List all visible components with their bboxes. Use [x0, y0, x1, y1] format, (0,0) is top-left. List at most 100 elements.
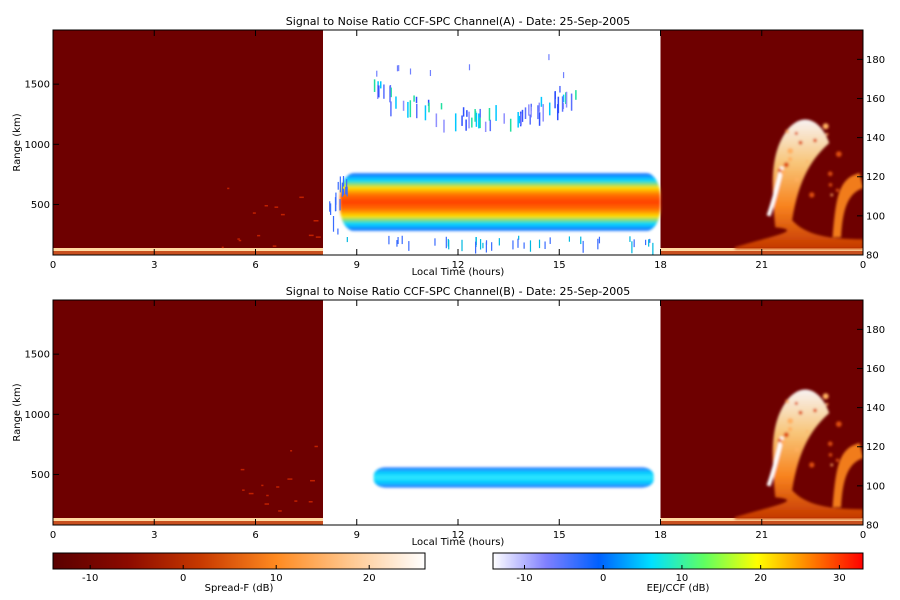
plume-speckle — [813, 138, 817, 143]
plume-speckle — [798, 410, 803, 415]
upper-echo-streak — [376, 70, 378, 77]
colorbar-tick-label: -10 — [516, 573, 532, 584]
upper-echo-streak — [479, 117, 481, 129]
plume-speckle — [794, 177, 800, 182]
echo-streak — [512, 240, 514, 250]
speckle — [310, 479, 315, 482]
speckle — [227, 187, 230, 190]
clutter-line — [53, 521, 323, 525]
colorbar-tick-label: 0 — [600, 573, 606, 584]
plume-speckle — [777, 438, 782, 443]
speckle — [299, 196, 304, 199]
upper-echo-streak — [396, 65, 399, 72]
upper-echo-streak — [398, 65, 400, 72]
upper-echo-streak — [562, 72, 565, 79]
upper-echo-streak — [495, 105, 497, 121]
echo-streak — [337, 181, 339, 190]
echo-streak — [341, 182, 343, 197]
colorbar-gradient — [52, 552, 426, 570]
upper-echo-streak — [461, 115, 463, 126]
upper-echo-streak — [565, 91, 568, 108]
echo-streak — [339, 176, 341, 193]
echo-streak — [479, 239, 482, 250]
colorbar-tick-label: 10 — [270, 573, 283, 584]
upper-echo-streak — [389, 86, 391, 103]
plume — [734, 119, 863, 250]
echo-streak — [517, 238, 519, 248]
x-tick-label: 3 — [151, 530, 157, 541]
upper-echo-streak — [383, 84, 385, 99]
colorbar-tick-label: 20 — [363, 573, 376, 584]
echo-streak — [645, 239, 647, 246]
x-tick-label: 9 — [354, 260, 360, 271]
x-tick-label: 21 — [755, 530, 768, 541]
echo-streak — [397, 237, 399, 245]
plume-speckle — [798, 140, 803, 145]
upper-echo-streak — [462, 107, 465, 117]
speckle — [290, 450, 293, 452]
upper-echo-streak — [557, 96, 560, 114]
plume-body — [734, 389, 863, 520]
echo-streak — [346, 236, 348, 243]
speckle — [308, 501, 313, 503]
plume-speckle — [794, 131, 798, 136]
x-tick-label: 21 — [755, 260, 768, 271]
plot-area — [53, 300, 863, 525]
colorbar-tick-label: 0 — [180, 573, 186, 584]
speckle — [315, 236, 321, 238]
echo-streak — [549, 237, 551, 244]
right-y-tick-label: 120 — [866, 442, 885, 453]
y-tick-label: 500 — [31, 470, 50, 481]
panel-channel-b: 0 3 6 9 12 15 18 21 0 500 1000 1500 80 100 120 140 160 18… — [12, 285, 885, 548]
echo-streak — [582, 240, 584, 253]
right-y-tick-label: 100 — [866, 481, 885, 492]
upper-echo-streak — [548, 54, 550, 61]
speckle — [264, 503, 270, 505]
echo-streak — [401, 235, 403, 245]
plume-speckle — [825, 132, 829, 136]
echo-streak — [332, 216, 335, 232]
x-tick-label: 0 — [50, 530, 56, 541]
speckle — [287, 478, 293, 480]
chart-title: Signal to Noise Ratio CCF-SPC Channel(A)… — [286, 15, 630, 28]
speckle — [276, 486, 280, 488]
speckle — [237, 238, 240, 240]
plume-speckle — [787, 147, 794, 154]
plot-area — [53, 30, 863, 255]
echo-streak — [329, 201, 331, 212]
upper-echo-streak — [475, 112, 478, 127]
echo-streak — [518, 235, 520, 240]
speckle — [257, 234, 261, 237]
upper-echo-streak — [517, 112, 519, 128]
upper-echo-streak — [561, 96, 564, 112]
upper-echo-streak — [518, 115, 521, 124]
region-spread-f — [660, 300, 863, 525]
echo-streak — [529, 240, 532, 252]
plume-speckle — [794, 401, 798, 406]
clutter-line — [53, 251, 323, 255]
speckle — [266, 494, 269, 497]
plume-speckle — [787, 426, 793, 432]
plume-speckle — [809, 192, 815, 198]
echo-band — [373, 467, 654, 488]
echo-streak — [482, 242, 484, 249]
speckle — [278, 510, 282, 512]
right-y-tick-label: 80 — [866, 521, 879, 532]
upper-echo-streak — [376, 84, 379, 99]
colorbar-eej-ccf: -10 0 10 20 30 EEJ/CCF (dB) — [492, 552, 864, 594]
x-axis-label: Local Time (hours) — [412, 537, 505, 548]
right-y-tick-label: 160 — [866, 364, 885, 375]
speckle — [252, 212, 256, 214]
x-axis-label: Local Time (hours) — [412, 267, 505, 278]
echo-streak — [523, 242, 525, 249]
y-tick-label: 1000 — [25, 140, 50, 151]
upper-echo-streak — [565, 92, 567, 105]
x-tick-label: 15 — [553, 530, 566, 541]
region-spread-f — [53, 300, 323, 525]
echo-streak — [633, 239, 635, 248]
upper-echo-streak — [478, 113, 480, 129]
upper-echo-streak — [465, 119, 467, 131]
upper-echo-streak — [575, 90, 577, 100]
clutter-line — [53, 518, 323, 521]
plume-speckle — [835, 421, 842, 427]
